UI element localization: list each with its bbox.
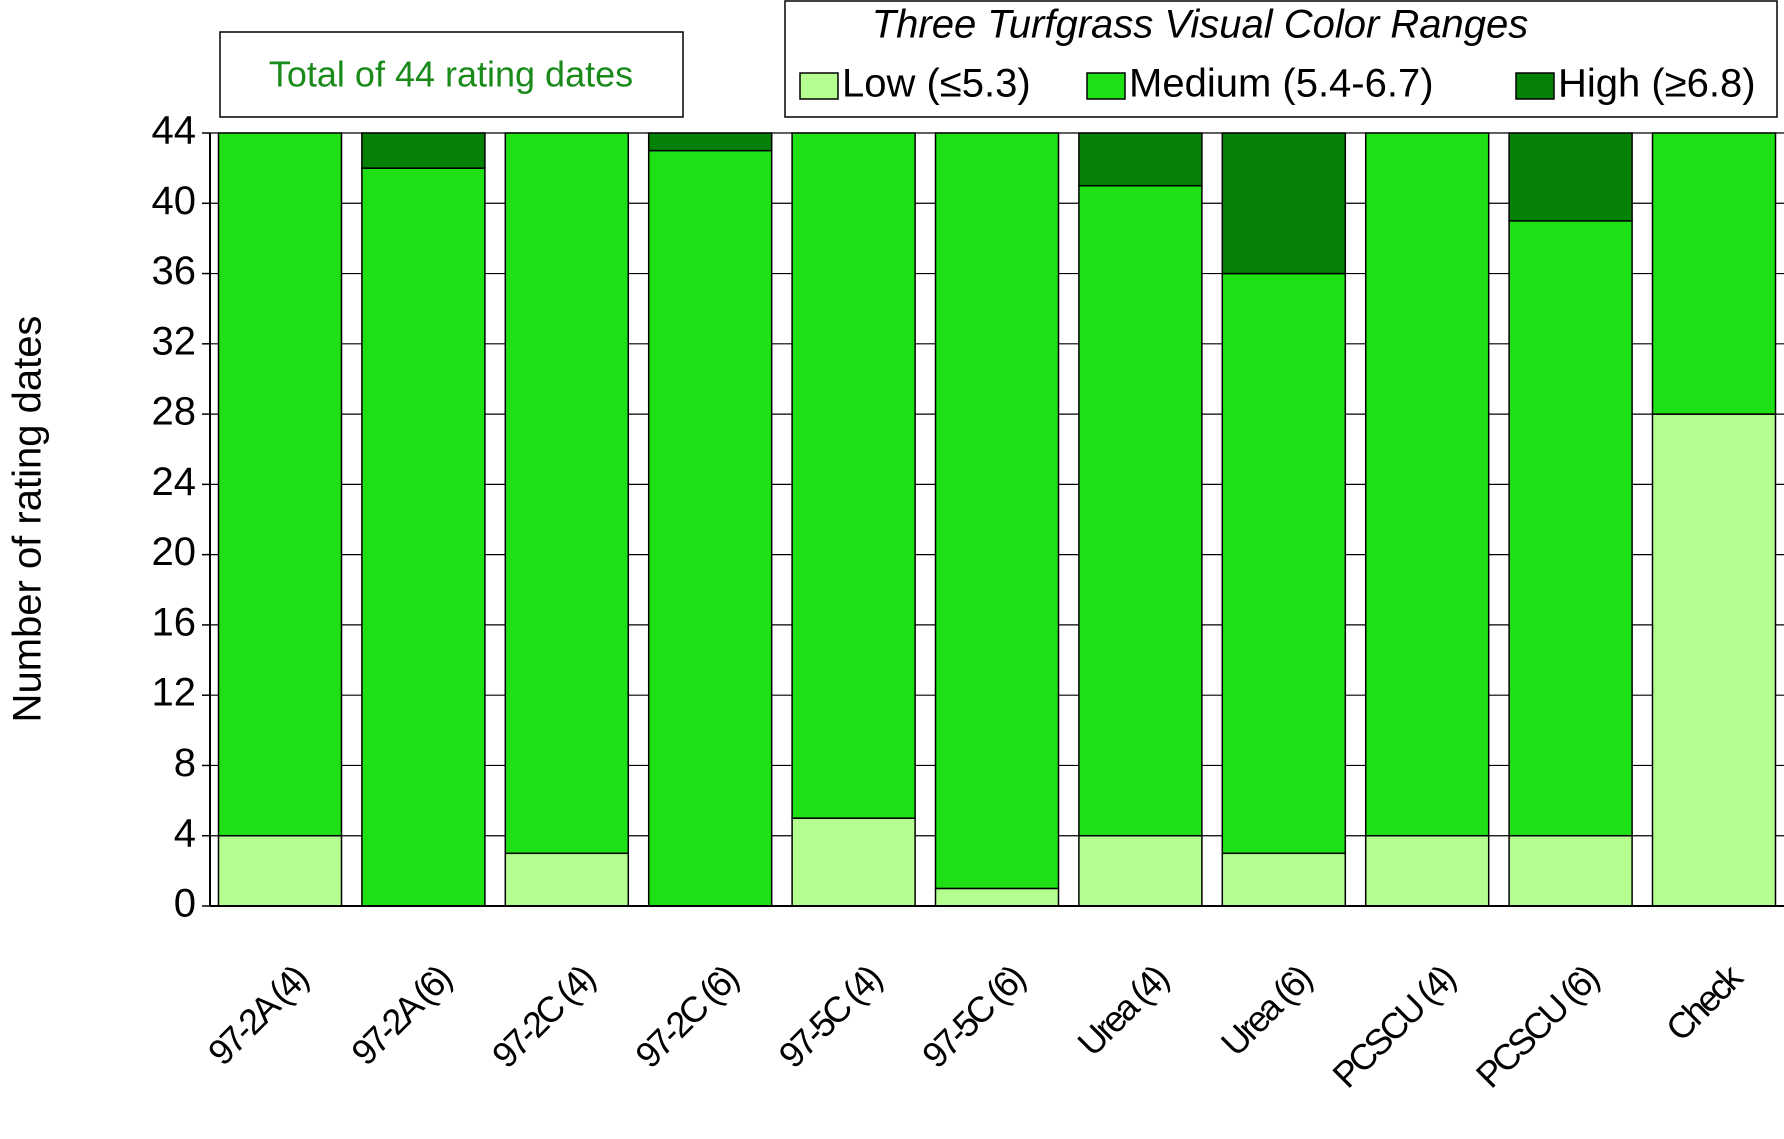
y-tick-label: 8	[174, 741, 196, 785]
bar-segment	[1364, 132, 1490, 837]
x-tick-label: 97-5C (4)	[771, 958, 889, 1076]
y-tick-label: 40	[152, 179, 197, 223]
bar-segment	[647, 149, 773, 907]
x-tick-label: 97-2C (6)	[627, 958, 745, 1076]
bar-segment	[1078, 184, 1203, 837]
bar-segment	[217, 834, 343, 907]
y-tick-label: 36	[152, 249, 197, 293]
y-tick-label: 28	[152, 390, 197, 434]
x-tick-label: Urea (4)	[1069, 958, 1175, 1064]
bar-segment	[217, 132, 343, 837]
bar-segment	[791, 817, 916, 907]
bar-segment	[1508, 834, 1633, 907]
x-tick-label: Check	[1658, 956, 1751, 1049]
legend-swatch	[799, 72, 839, 100]
bar-segment	[1078, 132, 1203, 187]
y-tick-label: 16	[152, 600, 197, 644]
x-tick-label: 97-2A (6)	[343, 958, 458, 1073]
x-tick-label: PCSCU (4)	[1324, 958, 1462, 1096]
bar-segment	[1221, 272, 1347, 855]
bar-segment	[934, 132, 1060, 890]
legend-label: Low (≤5.3)	[842, 62, 1031, 106]
x-tick-label: PCSCU (6)	[1468, 958, 1606, 1096]
bar-segment	[1221, 852, 1347, 907]
y-tick-label: 32	[152, 319, 197, 363]
bar-segment	[1651, 413, 1777, 907]
x-tick-label: 97-5C (6)	[914, 958, 1032, 1076]
bar-segment	[1651, 132, 1777, 415]
y-axis-label: Number of rating dates	[6, 316, 50, 723]
bar-segment	[647, 132, 773, 152]
legend-swatch	[1515, 72, 1555, 100]
bar-segment	[1508, 220, 1633, 837]
x-tick-label: Urea (6)	[1213, 958, 1319, 1064]
bar-segment	[1221, 132, 1347, 275]
legend-box	[784, 0, 1778, 118]
annotation: Total of 44 rating dates	[269, 54, 633, 95]
bar-segment	[504, 852, 630, 907]
bar-segment	[361, 132, 486, 169]
y-tick-label: 12	[152, 671, 197, 715]
x-tick-label: 97-2A (4)	[200, 958, 315, 1073]
legend-label: Medium (5.4-6.7)	[1129, 62, 1434, 106]
y-tick-label: 4	[174, 811, 196, 855]
bar-segment	[1364, 834, 1490, 907]
legend-swatch	[1086, 72, 1126, 100]
y-tick-label: 0	[174, 882, 196, 926]
y-tick-label: 44	[152, 109, 197, 153]
y-tick-label: 24	[152, 460, 197, 504]
bar-segment	[1508, 132, 1633, 222]
bar-segment	[934, 887, 1060, 907]
bar-segment	[791, 132, 916, 819]
bar-segment	[504, 132, 630, 855]
bar-segment	[361, 167, 486, 907]
legend-label: High (≥6.8)	[1558, 62, 1756, 106]
x-tick-label: 97-2C (4)	[484, 958, 602, 1076]
bar-segment	[1078, 834, 1203, 907]
annotation-box	[219, 31, 684, 118]
legend-title: Three Turfgrass Visual Color Ranges	[872, 3, 1529, 47]
y-tick-label: 20	[152, 530, 197, 574]
